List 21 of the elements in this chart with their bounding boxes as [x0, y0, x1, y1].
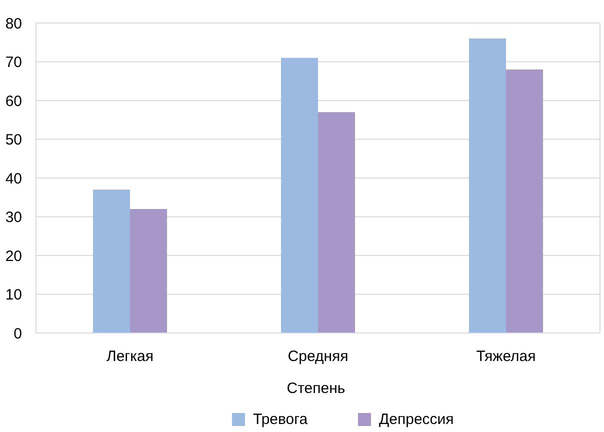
bar	[318, 112, 355, 333]
y-tick-label: 10	[5, 286, 22, 304]
bar	[281, 58, 318, 333]
legend-label: Тревога	[253, 411, 308, 428]
y-tick-label: 60	[5, 92, 22, 110]
legend-label: Депрессия	[379, 411, 454, 428]
bar	[469, 38, 506, 333]
y-tick-label: 70	[5, 54, 22, 71]
bar	[506, 70, 543, 333]
x-tick-label: Тяжелая	[476, 348, 536, 365]
x-tick-label: Средняя	[288, 348, 348, 365]
y-tick-label: 30	[5, 209, 22, 226]
y-tick-label: 20	[5, 248, 22, 265]
x-axis-title: Степень	[286, 380, 346, 397]
y-tick-label: 0	[14, 325, 22, 342]
bar	[93, 190, 130, 333]
y-tick-label: 50	[5, 132, 22, 148]
y-tick-label: 40	[5, 170, 22, 188]
bar	[130, 209, 167, 333]
x-tick-label: Легкая	[106, 348, 154, 365]
y-tick-label: 80	[5, 15, 22, 32]
